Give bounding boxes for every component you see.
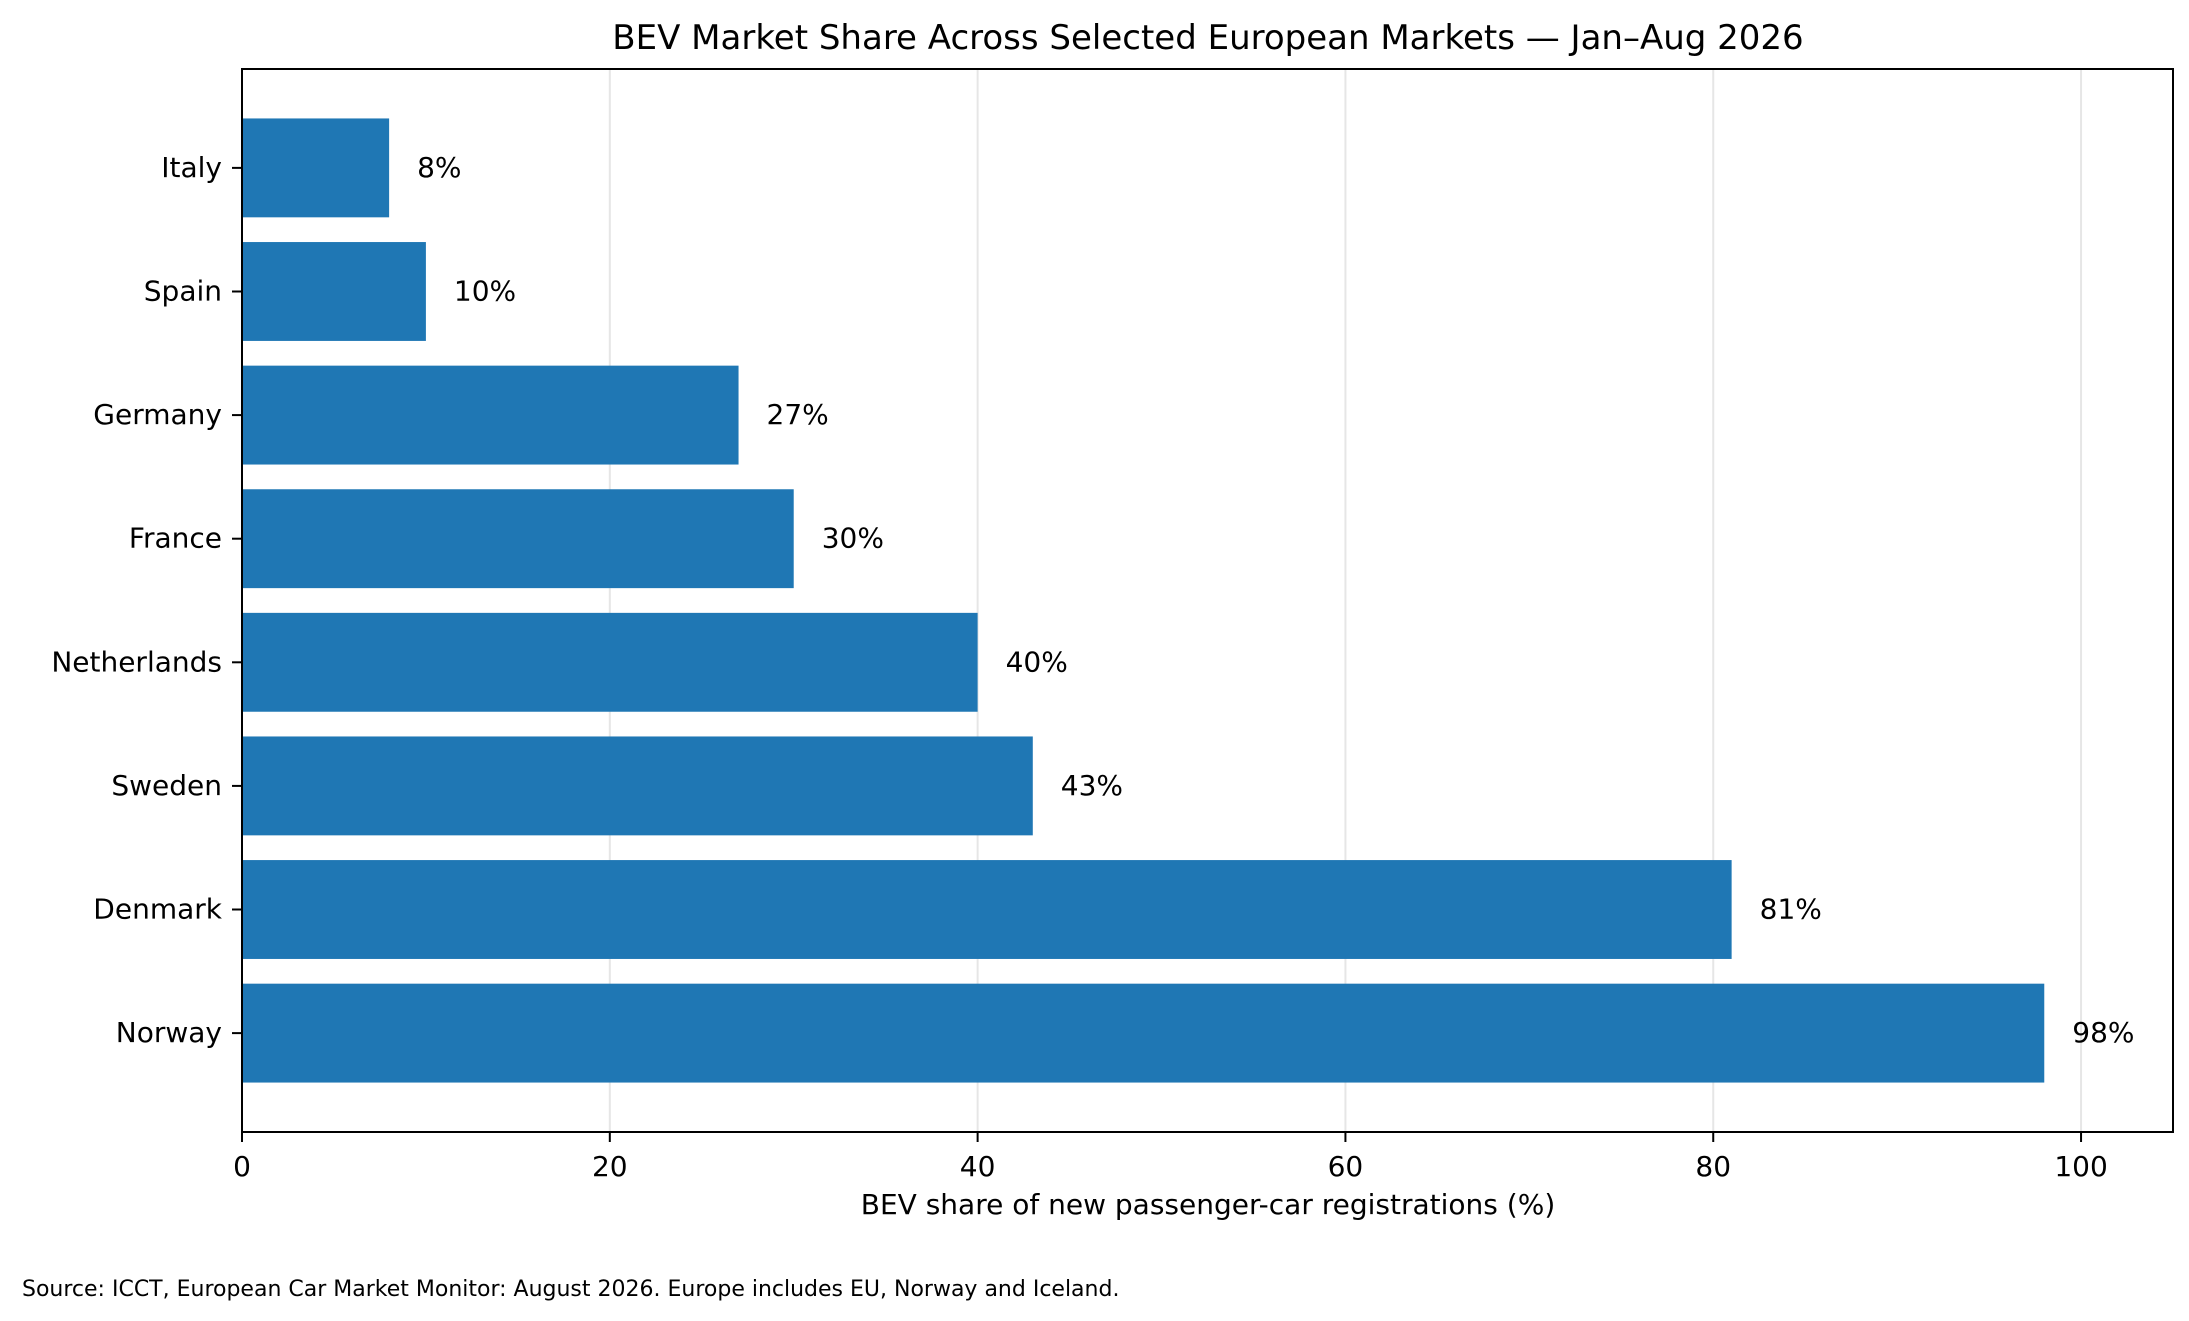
data-label: 81%	[1760, 893, 1822, 926]
data-label: 10%	[454, 274, 516, 307]
x-axis-ticks: 0 20 40 60 80 100	[233, 1132, 2108, 1183]
y-tick-label: Germany	[93, 398, 222, 431]
bar	[242, 242, 426, 341]
source-note: Source: ICCT, European Car Market Monito…	[22, 1277, 1119, 1302]
chart-title: BEV Market Share Across Selected Europea…	[612, 18, 1803, 58]
x-tick-label: 0	[233, 1150, 251, 1183]
data-label: 43%	[1061, 769, 1123, 802]
y-tick-label: Denmark	[93, 893, 222, 926]
x-tick-label: 20	[592, 1150, 628, 1183]
y-axis-ticks: Norway Denmark Sweden Netherlands France Germ…	[51, 151, 242, 1049]
x-tick-label: 60	[1328, 1150, 1364, 1183]
bar	[242, 983, 2045, 1083]
bar	[242, 118, 390, 218]
bar	[242, 612, 978, 712]
x-tick-label: 100	[2054, 1150, 2107, 1183]
y-tick-label: Sweden	[111, 769, 222, 802]
bar	[242, 489, 794, 589]
bar	[242, 736, 1033, 836]
y-tick-label: Norway	[116, 1016, 222, 1049]
gridlines	[241, 69, 2083, 1132]
data-label: 8%	[417, 151, 461, 184]
y-tick-label: Netherlands	[51, 645, 222, 678]
y-tick-label: Italy	[161, 151, 222, 184]
data-label: 98%	[2072, 1016, 2134, 1049]
bar	[242, 860, 1732, 959]
y-tick-label: France	[129, 522, 222, 555]
plot-frame	[241, 68, 2174, 1133]
x-tick-label: 80	[1695, 1150, 1731, 1183]
data-labels: 98% 81% 43% 40% 30% 27% 10% 8%	[417, 151, 2134, 1049]
data-label: 30%	[822, 522, 884, 555]
bar	[242, 365, 739, 465]
x-tick-label: 40	[960, 1150, 996, 1183]
x-axis-label: BEV share of new passenger-car registrat…	[861, 1188, 1556, 1221]
data-label: 27%	[767, 398, 829, 431]
data-label: 40%	[1006, 645, 1068, 678]
bars	[242, 118, 2045, 1083]
y-tick-label: Spain	[144, 274, 222, 307]
